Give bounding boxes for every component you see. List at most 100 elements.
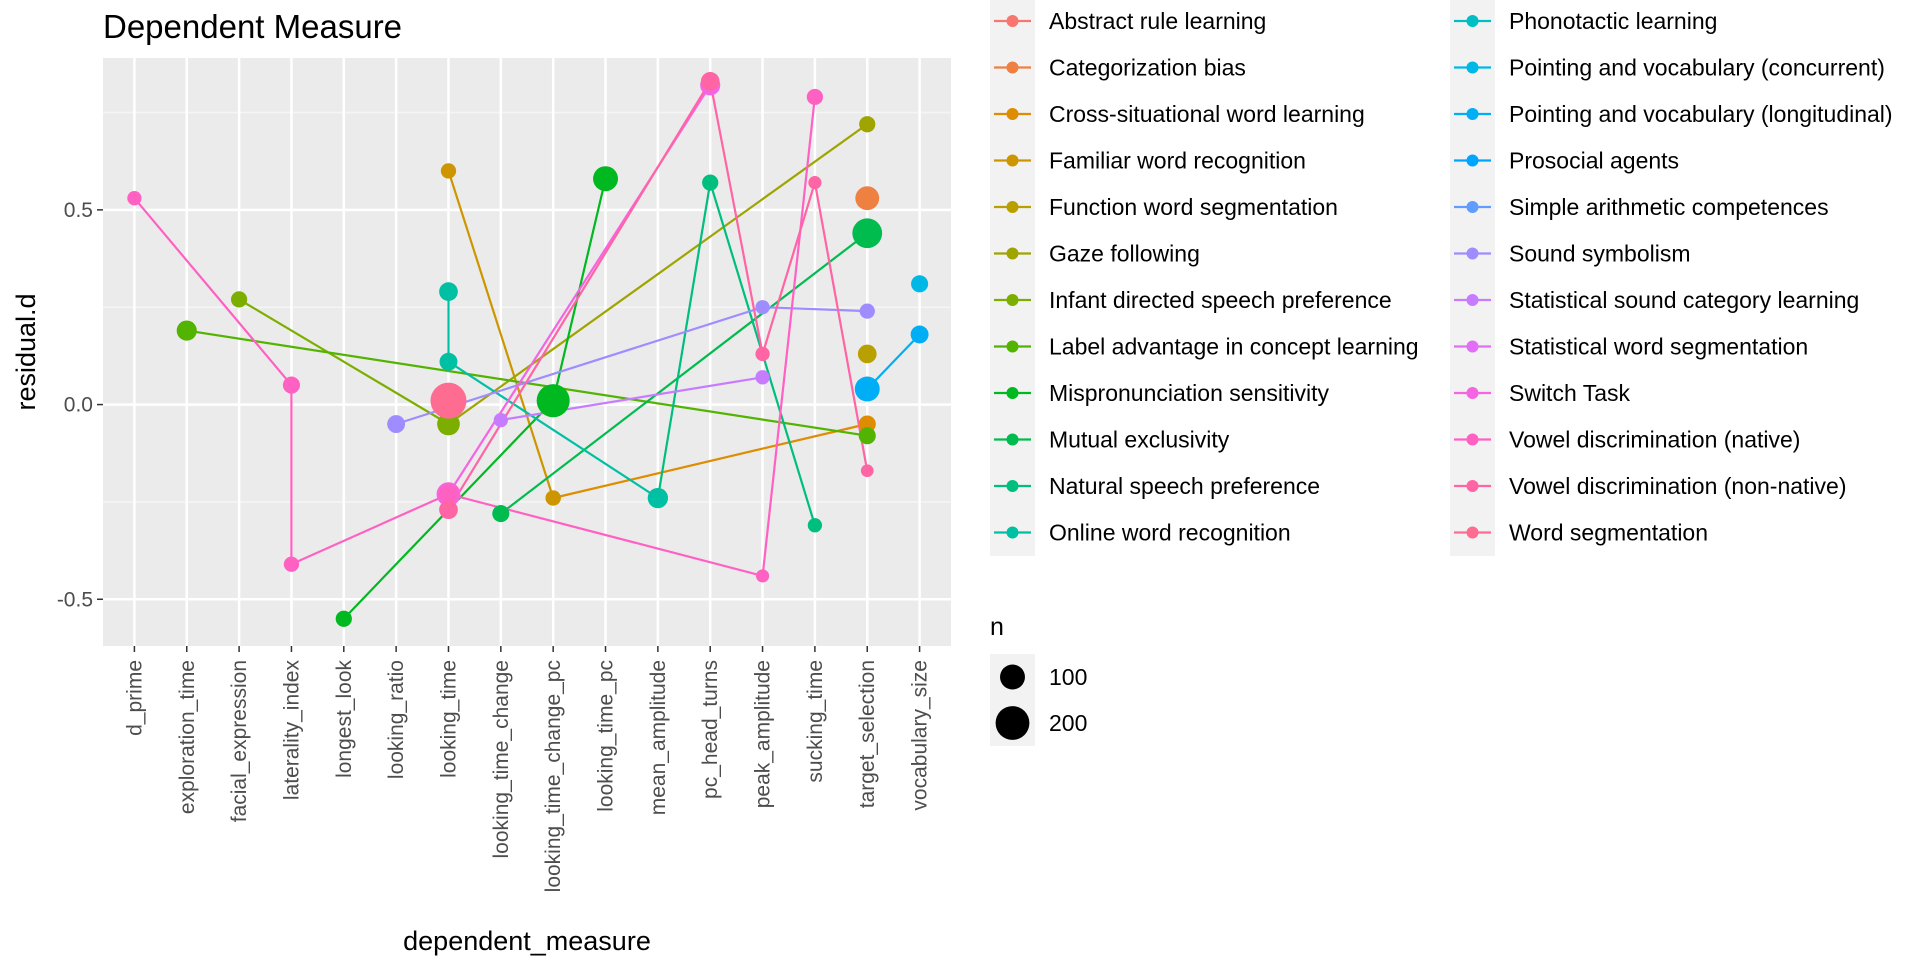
- data-point: [593, 166, 619, 192]
- series-points: [127, 72, 929, 627]
- legend-label: Abstract rule learning: [1049, 8, 1266, 34]
- legend-label: Label advantage in concept learning: [1049, 334, 1419, 360]
- legend-label: Phonotactic learning: [1509, 8, 1717, 34]
- data-point: [855, 186, 880, 211]
- legend-key-point: [1006, 526, 1019, 539]
- size-legend: n 100 200: [990, 613, 1087, 746]
- x-tick-label: peak_amplitude: [752, 660, 775, 808]
- legend-key-point: [1006, 154, 1019, 167]
- x-tick-label: pc_head_turns: [699, 660, 722, 799]
- data-point: [857, 344, 877, 364]
- legend-label: Vowel discrimination (native): [1509, 427, 1800, 453]
- color-legend: Abstract rule learning Categorization bia…: [990, 0, 1893, 556]
- y-tick-label: 0.5: [64, 199, 93, 222]
- data-point: [439, 500, 458, 520]
- x-tick-label: vocabulary_size: [909, 660, 932, 811]
- legend-label: Function word segmentation: [1049, 194, 1338, 220]
- data-point: [545, 490, 561, 506]
- legend-key-point: [1466, 154, 1479, 167]
- data-point: [335, 610, 352, 627]
- legend-key-point: [1006, 340, 1019, 353]
- x-tick-label: looking_time_change_pc: [542, 660, 565, 892]
- data-point: [755, 370, 770, 385]
- data-point: [755, 569, 770, 583]
- x-tick-label: looking_time: [437, 660, 460, 778]
- legend-key-point: [1006, 247, 1019, 260]
- x-tick-label: exploration_time: [176, 660, 199, 814]
- legend-key-point: [1006, 387, 1019, 399]
- legend-label: Mutual exclusivity: [1049, 427, 1230, 453]
- legend-key-point: [1006, 201, 1019, 213]
- legend-key-point: [1466, 433, 1479, 446]
- size-legend-title: n: [990, 613, 1004, 641]
- legend-label: Mispronunciation sensitivity: [1049, 380, 1329, 406]
- data-point: [536, 384, 570, 418]
- data-point: [387, 415, 406, 434]
- data-point: [283, 556, 300, 572]
- data-point: [439, 352, 458, 371]
- data-point: [860, 464, 874, 478]
- size-legend-point: [1000, 664, 1025, 690]
- data-point: [176, 320, 197, 341]
- data-point: [492, 505, 510, 523]
- data-point: [807, 518, 823, 533]
- x-tick-label: looking_ratio: [385, 660, 408, 779]
- data-point: [911, 275, 929, 293]
- data-point: [437, 412, 460, 436]
- series-line: [447, 170, 555, 499]
- legend-label: Prosocial agents: [1509, 148, 1679, 174]
- data-point: [700, 72, 720, 91]
- x-tick-label: sucking_time: [804, 660, 827, 783]
- legend-key-point: [1466, 61, 1479, 74]
- data-point: [493, 413, 508, 428]
- plot-panel: [103, 58, 951, 646]
- data-point: [852, 218, 883, 249]
- legend-label: Familiar word recognition: [1049, 148, 1306, 174]
- series-line: [133, 96, 816, 578]
- legend-key-point: [1466, 387, 1479, 399]
- data-point: [755, 300, 770, 315]
- data-point: [859, 303, 875, 319]
- legend-key-point: [1466, 15, 1479, 27]
- y-tick-label: 0.0: [64, 394, 93, 417]
- data-point: [755, 346, 770, 362]
- x-tick-label: looking_time_change: [490, 660, 513, 858]
- legend-key-point: [1006, 294, 1019, 306]
- data-point: [808, 176, 822, 190]
- legend-label: Statistical word segmentation: [1509, 334, 1808, 360]
- legend-key-point: [1006, 108, 1019, 120]
- legend-key-point: [1006, 61, 1019, 74]
- x-axis-title: dependent_measure: [403, 926, 651, 956]
- chart-title: Dependent Measure: [103, 8, 402, 45]
- size-legend-label: 200: [1049, 710, 1087, 736]
- data-point: [230, 291, 248, 308]
- x-tick-label: facial_expression: [228, 660, 251, 822]
- x-tick-label: target_selection: [856, 660, 879, 808]
- data-point: [859, 116, 876, 133]
- data-point: [858, 427, 876, 445]
- legend-label: Infant directed speech preference: [1049, 287, 1392, 313]
- legend-key-point: [1006, 433, 1019, 446]
- data-point: [854, 376, 880, 402]
- y-tick-label: -0.5: [57, 588, 93, 611]
- data-point: [127, 191, 142, 206]
- series-line: [866, 333, 921, 390]
- legend-label: Switch Task: [1509, 380, 1631, 406]
- series-line: [238, 298, 450, 425]
- legend-label: Pointing and vocabulary (concurrent): [1509, 55, 1885, 81]
- x-tick-label: looking_time_pc: [595, 660, 618, 812]
- y-axis-title: residual.d: [11, 293, 41, 410]
- legend-key-point: [1466, 526, 1479, 539]
- data-point: [440, 163, 457, 179]
- legend-key-point: [1466, 294, 1479, 306]
- y-axis: -0.5 0.0 0.5: [57, 199, 103, 611]
- legend-key-point: [1466, 201, 1479, 213]
- legend-key-point: [1006, 480, 1019, 492]
- legend-label: Simple arithmetic competences: [1509, 194, 1829, 220]
- legend-label: Categorization bias: [1049, 55, 1246, 81]
- data-point: [438, 484, 459, 505]
- legend-label: Natural speech preference: [1049, 473, 1320, 499]
- legend-key-point: [1466, 247, 1479, 260]
- series-line: [447, 123, 868, 425]
